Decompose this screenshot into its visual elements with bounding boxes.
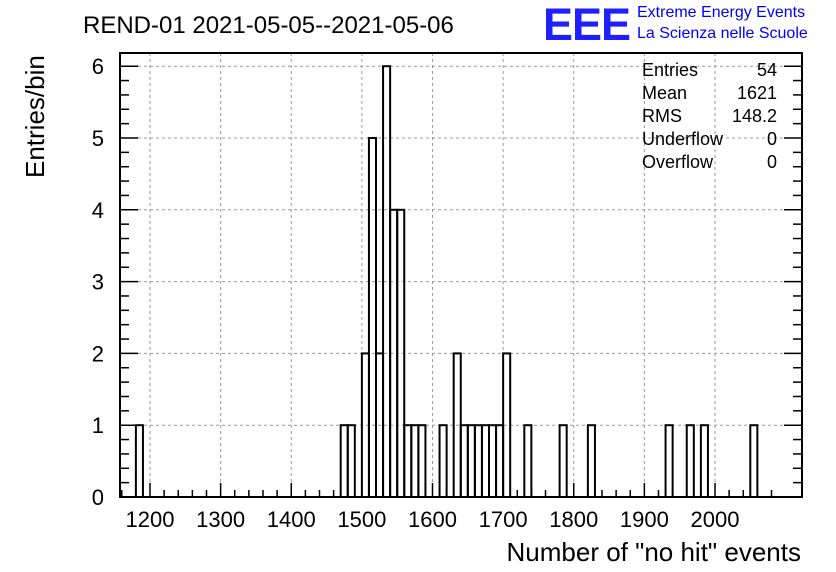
histogram-bin [438,424,448,499]
histogram-bin [473,424,483,499]
axes [119,52,803,498]
chart-title: REND-01 2021-05-05--2021-05-06 [83,12,454,39]
x-tick-label: 1200 [126,507,175,532]
histogram-bin [403,424,413,499]
y-tick-label: 3 [92,270,104,295]
stat-underflow-value: 0 [766,129,777,149]
x-tick-label: 1600 [408,507,457,532]
stat-mean-label: Mean [642,83,688,103]
histogram-bin [699,424,709,499]
histogram-bin [466,424,476,499]
histogram-bin [410,424,420,499]
histogram-bin [523,424,533,499]
logo-line-2: La Scienza nelle Scuole [637,25,808,42]
x-axis-label: Number of "no hit" events [506,537,802,567]
logo-line-1: Extreme Energy Events [637,4,806,21]
histogram-bin [346,424,356,499]
stat-mean-value: 1621 [736,83,777,103]
stat-underflow-label: Underflow [642,129,724,149]
stat-rms-value: 148.2 [731,106,777,126]
x-tick-label: 1800 [549,507,598,532]
y-tick-label: 4 [92,198,104,223]
x-tick-label: 2000 [691,507,740,532]
histogram-bin [558,424,568,499]
x-tick-label: 1500 [337,507,386,532]
histogram-bin [417,424,427,499]
grid-lines [120,53,802,497]
histogram-bin [134,424,144,499]
tick-labels: 1200 1300 1400 1500 1600 1700 1800 1900 2000 0 1 2 3… [92,54,740,532]
histogram-bin [480,424,490,499]
y-tick-label: 6 [92,54,104,79]
x-tick-label: 1700 [479,507,528,532]
stat-overflow-label: Overflow [642,152,714,172]
histogram-bin [586,424,596,499]
histogram-bin [488,424,498,499]
histogram-bin [495,424,505,499]
histogram-bin [339,424,349,499]
histogram-bin [367,137,377,498]
y-axis-label: Entries/bin [20,55,50,178]
histogram-bin [749,424,759,499]
histogram-bin [664,424,674,499]
y-tick-label: 0 [92,485,104,510]
y-tick-label: 5 [92,126,104,151]
y-tick-label: 1 [92,413,104,438]
stat-entries-value: 54 [756,60,777,80]
stat-entries-label: Entries [642,60,699,80]
stat-overflow-value: 0 [766,152,777,172]
histogram-bin [459,424,469,499]
x-tick-label: 1400 [267,507,316,532]
x-tick-label: 1900 [620,507,669,532]
x-tick-label: 1300 [196,507,245,532]
eee-logo: EEE [543,0,631,50]
stat-rms-label: RMS [642,106,682,126]
histogram-bin [685,424,695,499]
y-tick-label: 2 [92,341,104,366]
